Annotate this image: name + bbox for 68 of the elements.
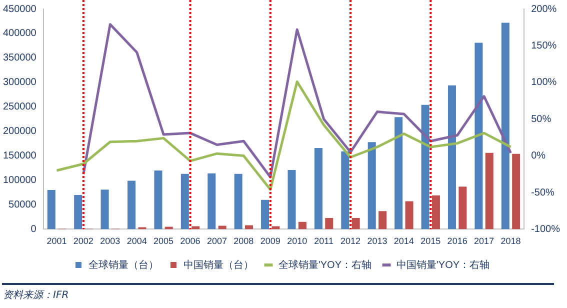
- y2-tick-label: -50%: [531, 187, 555, 198]
- bar: [180, 174, 189, 230]
- x-tick-label: 2011: [314, 236, 334, 246]
- bar: [74, 194, 82, 230]
- legend-label: 中国销量（台）: [183, 258, 254, 271]
- y-tick-label: 400000: [2, 28, 37, 40]
- bar: [245, 225, 254, 230]
- legend-label: 中国销量'YOY：右轴: [396, 258, 490, 271]
- x-tick-label: 2008: [234, 236, 254, 246]
- y-tick-label: 50000: [8, 199, 37, 210]
- y-tick-label: 0: [30, 224, 37, 235]
- bar: [485, 152, 494, 230]
- bar: [127, 180, 136, 230]
- x-tick-label: 2007: [206, 236, 227, 246]
- x-tick-label: 2014: [394, 236, 414, 246]
- bar: [501, 22, 510, 230]
- x-tick-label: 2017: [474, 236, 494, 246]
- y2-tick-label: 50%: [531, 114, 552, 125]
- bar: [234, 174, 242, 230]
- x-tick-label: 2015: [420, 236, 441, 246]
- x-tick-label: 2010: [287, 236, 308, 246]
- y2-tick-label: -100%: [531, 224, 560, 235]
- bar: [47, 190, 56, 230]
- y2-tick-label: 100%: [531, 77, 557, 88]
- bar: [405, 201, 414, 230]
- x-tick-label: 2016: [447, 236, 468, 246]
- bar: [458, 186, 467, 230]
- x-tick-label: 2002: [73, 236, 94, 246]
- y-tick-label: 450000: [2, 4, 37, 15]
- bar: [288, 170, 296, 230]
- bar: [368, 142, 376, 230]
- bar: [341, 151, 350, 230]
- text: 资料来源：IFR: [3, 288, 69, 302]
- x-tick-label: 2009: [260, 236, 280, 246]
- legend-label: 全球销量'YOY：右轴: [278, 258, 372, 271]
- x-tick-label: 2012: [340, 236, 361, 246]
- bar: [394, 117, 403, 230]
- bar: [325, 218, 334, 230]
- x-tick-label: 2005: [154, 236, 174, 246]
- legend-label: 全球销量（台）: [88, 258, 158, 271]
- x-tick-label: 2018: [500, 236, 521, 246]
- bar: [421, 104, 430, 230]
- bar: [432, 195, 440, 230]
- bar: [474, 42, 483, 230]
- bar: [448, 85, 456, 230]
- bar: [208, 173, 216, 230]
- y-tick-label: 300000: [2, 77, 37, 88]
- x-tick-label: 2001: [46, 236, 67, 246]
- y2-tick-label: 0%: [531, 150, 546, 162]
- bar: [314, 148, 322, 230]
- bar: [154, 170, 162, 230]
- bar: [261, 200, 270, 230]
- y2-tick-label: 150%: [531, 40, 557, 52]
- y-tick-label: 100000: [2, 175, 37, 186]
- x-tick-label: 2006: [180, 236, 200, 246]
- x-tick-label: 2004: [126, 236, 147, 246]
- y-tick-label: 150000: [2, 150, 37, 162]
- bar: [100, 190, 109, 230]
- bar: [298, 222, 306, 230]
- x-tick-label: 2003: [100, 236, 120, 246]
- bar: [352, 218, 360, 230]
- y-tick-label: 250000: [2, 102, 37, 113]
- y-tick-label: 350000: [2, 52, 37, 64]
- bar: [512, 154, 520, 230]
- y2-tick-label: 200%: [531, 4, 557, 15]
- bar: [378, 211, 387, 230]
- x-tick-label: 2013: [367, 236, 388, 246]
- y-tick-label: 200000: [2, 126, 37, 138]
